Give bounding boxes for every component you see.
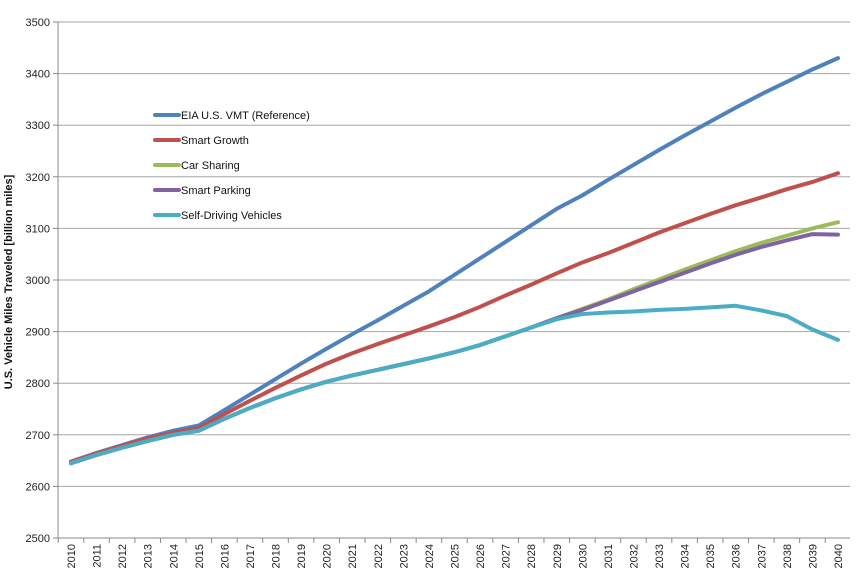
x-tick-label: 2019 <box>296 544 308 568</box>
series-line-smart-growth <box>69 171 840 464</box>
legend-label-self-driving-vehicles: Self-Driving Vehicles <box>181 210 282 222</box>
x-tick-label: 2013 <box>143 544 155 568</box>
series-lines <box>69 56 840 466</box>
y-tick-label: 3000 <box>26 275 50 287</box>
x-tick-label: 2038 <box>782 544 794 568</box>
x-tick-label: 2021 <box>347 544 359 568</box>
legend: EIA U.S. VMT (Reference) Smart Growth Car … <box>153 110 310 222</box>
x-tick-label: 2031 <box>603 544 615 568</box>
y-tick-label: 3500 <box>26 17 50 29</box>
legend-label-eia-u-s-vmt-reference: EIA U.S. VMT (Reference) <box>181 110 310 122</box>
x-tick-label: 2023 <box>398 544 410 568</box>
x-tick-label: 2033 <box>654 544 666 568</box>
y-tick-label: 3200 <box>26 172 50 184</box>
y-tick-label: 3400 <box>26 69 50 81</box>
y-tick-label: 2700 <box>26 430 50 442</box>
x-tick-label: 2039 <box>807 544 819 568</box>
series-line-self-driving-vehicles <box>69 303 840 466</box>
x-tick-label: 2040 <box>833 544 845 568</box>
y-axis-label: U.S. Vehicle Miles Traveled [billion mil… <box>3 174 15 389</box>
x-tick-label: 2027 <box>501 544 513 568</box>
legend-label-smart-growth: Smart Growth <box>181 135 249 147</box>
y-tick-label: 3100 <box>26 223 50 235</box>
x-tick-label: 2026 <box>475 544 487 568</box>
x-tick-label: 2035 <box>705 544 717 568</box>
x-tick-label: 2032 <box>628 544 640 568</box>
x-tick-label: 2012 <box>117 544 129 568</box>
x-tick-label: 2010 <box>66 544 78 568</box>
x-tick-label: 2034 <box>680 544 692 568</box>
y-tick-label: 3300 <box>26 120 50 132</box>
x-tick-labels: 2010 2011 2012 2013 2014 2015 2016 2017 2018 2019… <box>57 538 845 568</box>
x-tick-label: 2016 <box>219 544 231 568</box>
y-tick-label: 2800 <box>26 378 50 390</box>
x-tick-label: 2030 <box>577 544 589 568</box>
axes <box>57 22 850 539</box>
legend-label-smart-parking: Smart Parking <box>181 185 251 197</box>
x-tick-label: 2011 <box>92 544 104 568</box>
x-tick-label: 2017 <box>245 544 257 568</box>
x-tick-label: 2024 <box>424 544 436 568</box>
y-tick-label: 2900 <box>26 327 50 339</box>
y-tick-label: 2600 <box>26 481 50 493</box>
gridlines <box>53 21 850 539</box>
series-line-eia-u-s-vmt-reference <box>69 56 840 464</box>
legend-label-car-sharing: Car Sharing <box>181 160 240 172</box>
x-tick-label: 2018 <box>271 544 283 568</box>
x-tick-label: 2014 <box>168 544 180 568</box>
y-tick-label: 2500 <box>26 533 50 545</box>
x-tick-label: 2029 <box>552 544 564 568</box>
x-tick-label: 2037 <box>756 544 768 568</box>
x-tick-label: 2036 <box>731 544 743 568</box>
x-tick-label: 2028 <box>526 544 538 568</box>
x-tick-label: 2025 <box>450 544 462 568</box>
x-tick-label: 2020 <box>322 544 334 568</box>
x-tick-label: 2015 <box>194 544 206 568</box>
x-tick-label: 2022 <box>373 544 385 568</box>
y-tick-labels: 2500 2600 2700 2800 2900 3000 3100 3200 3300 3400… <box>26 17 50 545</box>
